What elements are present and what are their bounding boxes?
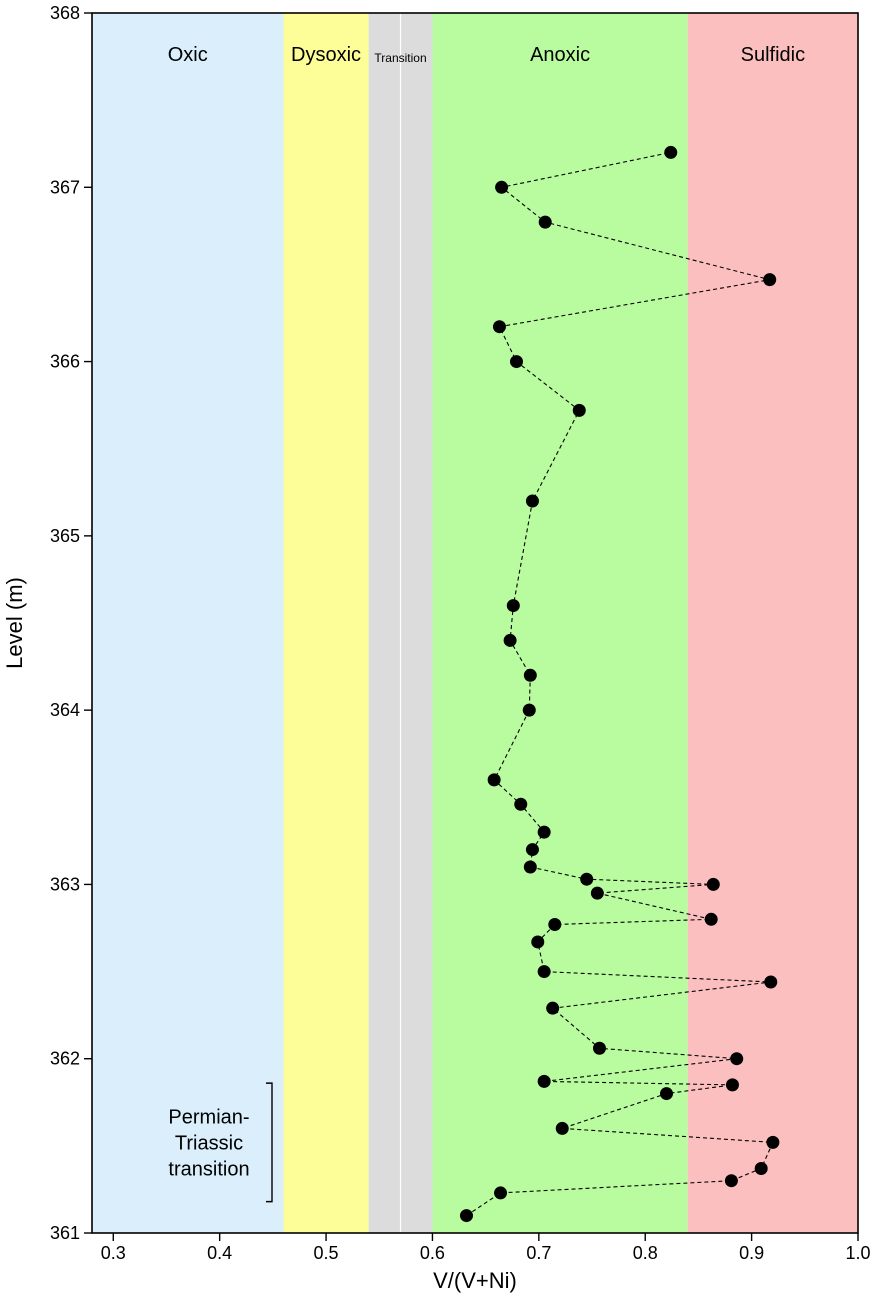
data-point [730, 1052, 744, 1066]
series-layer [459, 145, 780, 1223]
zone-dysoxic [283, 13, 369, 1233]
x-axis-title: V/(V+Ni) [433, 1268, 517, 1293]
data-point [764, 975, 778, 989]
y-tick-label: 361 [50, 1223, 80, 1243]
data-point [522, 703, 536, 717]
zone-labels-layer: Oxic Dysoxic Transition Anoxic Sulfidic [168, 44, 805, 66]
data-point [525, 494, 539, 508]
data-point [664, 145, 678, 159]
x-tick-label: 1.0 [845, 1243, 870, 1263]
data-point [492, 320, 506, 334]
zone-oxic [92, 13, 284, 1233]
y-tick-label: 368 [50, 3, 80, 23]
data-point [754, 1162, 768, 1176]
zone-label-transition: Transition [374, 51, 426, 65]
data-point [495, 180, 509, 194]
data-point [459, 1209, 473, 1223]
data-point [572, 403, 586, 417]
data-point [548, 918, 562, 932]
zones-layer [92, 13, 858, 1233]
annotation-bracket [266, 1082, 273, 1203]
x-tick-label: 0.3 [101, 1243, 126, 1263]
data-point [506, 599, 520, 613]
zone-label-dysoxic: Dysoxic [291, 44, 361, 66]
data-point [766, 1135, 780, 1149]
zone-label-oxic: Oxic [168, 44, 208, 66]
data-point [724, 1174, 738, 1188]
data-point [590, 886, 604, 900]
annotation-line-3: transition [168, 1158, 249, 1180]
data-point [763, 273, 777, 287]
data-point [537, 825, 551, 839]
y-tick-label: 367 [50, 177, 80, 197]
zone-label-sulfidic: Sulfidic [741, 44, 805, 66]
annotation-line-2: Triassic [175, 1132, 243, 1154]
x-tick-label: 0.8 [633, 1243, 658, 1263]
data-point [525, 843, 539, 857]
data-point [514, 797, 528, 811]
y-tick-label: 365 [50, 526, 80, 546]
zone-sulfidic [687, 13, 858, 1233]
data-point [592, 1041, 606, 1055]
x-tick-label: 0.4 [207, 1243, 232, 1263]
x-tick-label: 0.7 [526, 1243, 551, 1263]
data-point [537, 1074, 551, 1088]
data-point [503, 633, 517, 647]
data-point [523, 860, 537, 874]
x-tick-label: 0.5 [314, 1243, 339, 1263]
data-point [494, 1186, 508, 1200]
data-point [538, 215, 552, 229]
x-axis: 0.3 0.4 0.5 0.6 0.7 0.8 0.9 1.0 [101, 1233, 871, 1263]
y-tick-label: 364 [50, 700, 80, 720]
zone-anoxic [432, 13, 688, 1233]
period-annotation: Permian- Triassic transition [168, 1082, 273, 1203]
y-tick-label: 363 [50, 874, 80, 894]
y-axis-title: Level (m) [2, 577, 27, 669]
data-point [546, 1001, 560, 1015]
x-tick-label: 0.6 [420, 1243, 445, 1263]
y-tick-label: 366 [50, 352, 80, 372]
data-point [537, 965, 551, 979]
data-point [704, 912, 718, 926]
data-point [580, 872, 594, 886]
data-point [487, 773, 501, 787]
y-axis: 361 362 363 364 365 366 367 368 [50, 3, 92, 1243]
zone-label-anoxic: Anoxic [530, 44, 590, 66]
x-tick-label: 0.9 [739, 1243, 764, 1263]
data-point [531, 935, 545, 949]
data-point [725, 1078, 739, 1092]
plot-frame [91, 12, 859, 1234]
y-tick-label: 362 [50, 1049, 80, 1069]
annotation-line-1: Permian- [168, 1106, 249, 1128]
data-point [555, 1121, 569, 1135]
data-point [509, 355, 523, 369]
data-point [523, 668, 537, 682]
data-point [660, 1087, 673, 1101]
data-point [706, 877, 720, 891]
